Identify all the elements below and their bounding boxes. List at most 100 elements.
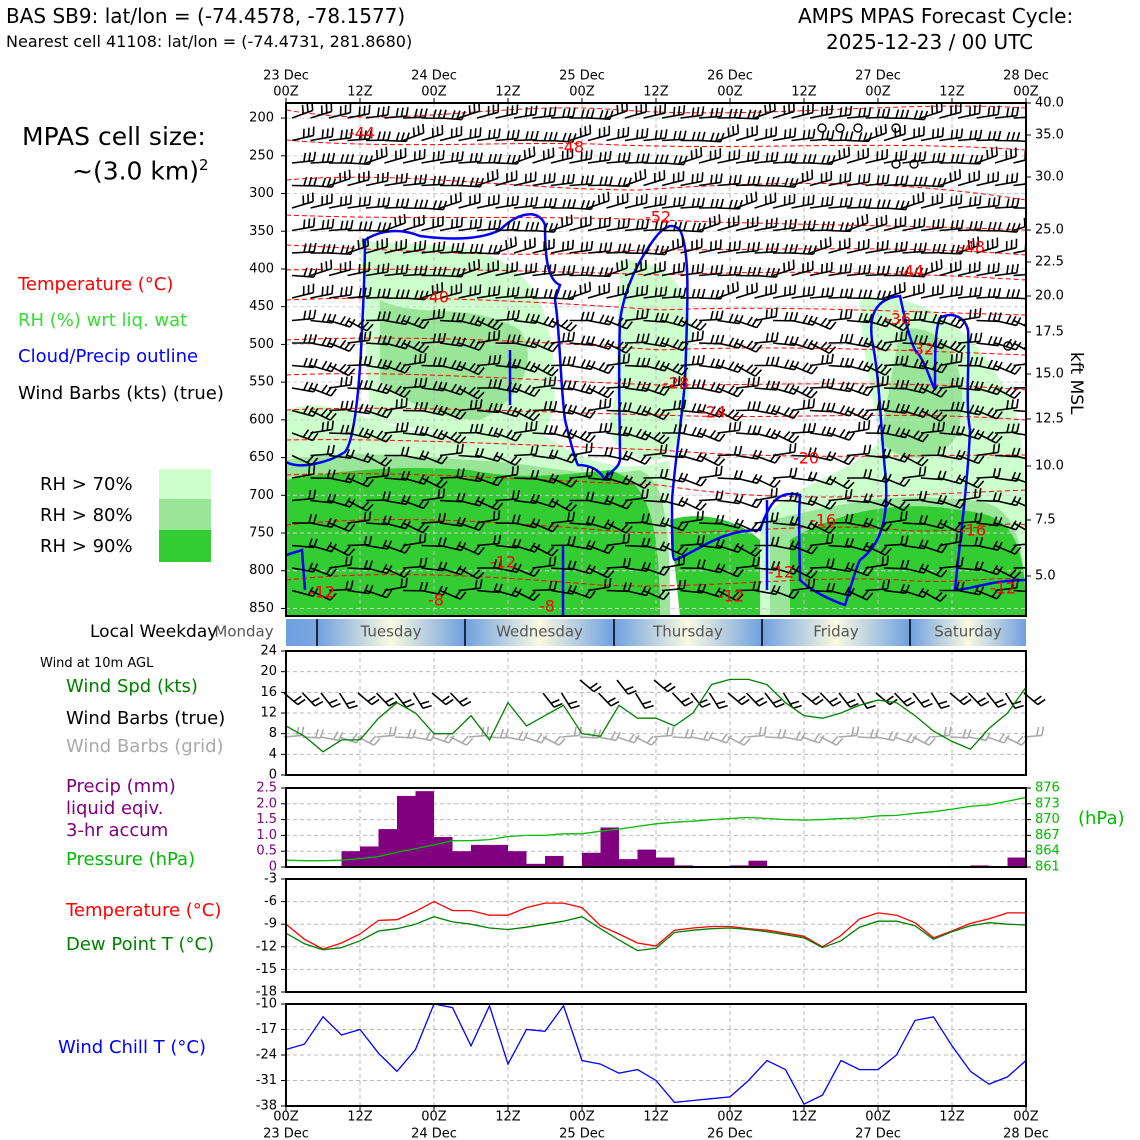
barb-flag (339, 339, 347, 348)
barb-flag (306, 455, 314, 464)
barb-flag (418, 241, 422, 251)
barb-staff (949, 736, 969, 739)
barb-flag (382, 359, 388, 369)
local-weekday-label: Local Weekday (90, 622, 218, 642)
barb-flag (1006, 222, 1011, 232)
barb-staff (809, 342, 830, 355)
barb-flag (895, 109, 900, 119)
barb-staff (902, 474, 925, 479)
barb-flag (604, 267, 609, 277)
legend-temperature: Temperature (°C) (18, 274, 174, 295)
barb-flag (678, 130, 682, 140)
barb-flag (936, 128, 940, 138)
wind-barb-grid (524, 733, 548, 744)
precip-bar (415, 791, 434, 867)
barb-staff (772, 364, 795, 371)
barb-flag (363, 287, 367, 297)
barb-flag (826, 221, 830, 231)
barb-flag (728, 422, 732, 432)
barb-staff (532, 364, 553, 377)
wind-barb-upper (365, 491, 391, 502)
barb-staff (902, 291, 924, 299)
barb-flag (442, 266, 447, 276)
wind-barb-upper (680, 147, 703, 164)
barb-staff (587, 387, 609, 399)
wind-barb-upper (680, 330, 704, 344)
wind-barb-upper (735, 581, 761, 592)
barb-flag (654, 287, 658, 297)
barb-flag (423, 451, 430, 461)
wind-barb-upper (458, 386, 485, 400)
wind-barb-upper (458, 284, 482, 299)
barb-flag (1035, 240, 1036, 249)
barb-flag (701, 288, 706, 298)
barb-staff (402, 248, 425, 254)
barb-staff (828, 229, 851, 233)
barb-staff (291, 109, 313, 119)
barb-flag (422, 123, 425, 134)
barb-flag (940, 704, 950, 710)
barb-flag (603, 495, 610, 505)
barb-flag (839, 310, 843, 320)
wind-barb-upper (661, 171, 685, 187)
barb-flag (580, 359, 586, 368)
barb-staff (698, 409, 721, 418)
wind-barb-upper (439, 589, 467, 600)
barb-flag (690, 318, 698, 327)
barb-staff (698, 247, 721, 254)
wind-barb-upper (606, 402, 632, 413)
wind-barb-upper (939, 153, 965, 164)
barb-flag (572, 199, 577, 209)
barb-staff (727, 692, 743, 706)
barb-flag (664, 220, 669, 230)
barb-staff (495, 432, 517, 442)
wind-barb-upper (754, 332, 779, 344)
barb-flag (783, 407, 791, 416)
pressure-ytick-label: 873 (1035, 796, 1060, 811)
barb-staff (865, 342, 887, 352)
barb-flag (995, 146, 998, 156)
barb-flag (301, 726, 305, 736)
wind-barb-upper (809, 378, 835, 389)
barb-flag (607, 365, 615, 374)
barb-flag (331, 152, 336, 163)
barb-staff (310, 522, 333, 528)
barb-flag (646, 219, 650, 229)
barb-flag (404, 545, 411, 554)
wind-barb-upper (865, 363, 892, 376)
barb-flag (858, 107, 862, 118)
barb-flag (425, 731, 431, 740)
barb-staff (883, 432, 906, 439)
barb-flag (524, 408, 532, 417)
barb-flag (340, 287, 343, 297)
chill-ytick-label: -38 (256, 1099, 277, 1114)
wind-barb-upper (735, 376, 761, 389)
precip-bar (545, 855, 564, 867)
barb-flag (867, 173, 871, 183)
barb-staff (495, 544, 518, 549)
barb-staff (347, 543, 370, 547)
barb-staff (532, 384, 555, 389)
wind-speed-legend: Wind Spd (kts) (66, 676, 198, 697)
barb-flag (770, 536, 775, 546)
barb-flag (325, 590, 333, 599)
barb-staff (606, 342, 627, 354)
barb-flag (533, 146, 536, 156)
wind-barb-upper (791, 314, 818, 326)
barb-staff (920, 184, 944, 188)
wind-barb-upper (809, 221, 835, 232)
barb-flag (765, 427, 772, 437)
wind-barb-true (745, 692, 768, 707)
wind-barb-upper (939, 401, 965, 412)
rh70-swatch (159, 469, 211, 499)
barb-flag (553, 172, 556, 182)
barb-flag (654, 312, 660, 322)
barb-flag (553, 556, 557, 566)
barb-flag (807, 471, 813, 481)
barb-flag (303, 357, 308, 367)
barb-staff (791, 454, 814, 458)
barb-flag (331, 518, 337, 528)
barb-staff (994, 319, 1017, 327)
barb-flag (802, 220, 806, 230)
barb-flag (567, 584, 573, 594)
